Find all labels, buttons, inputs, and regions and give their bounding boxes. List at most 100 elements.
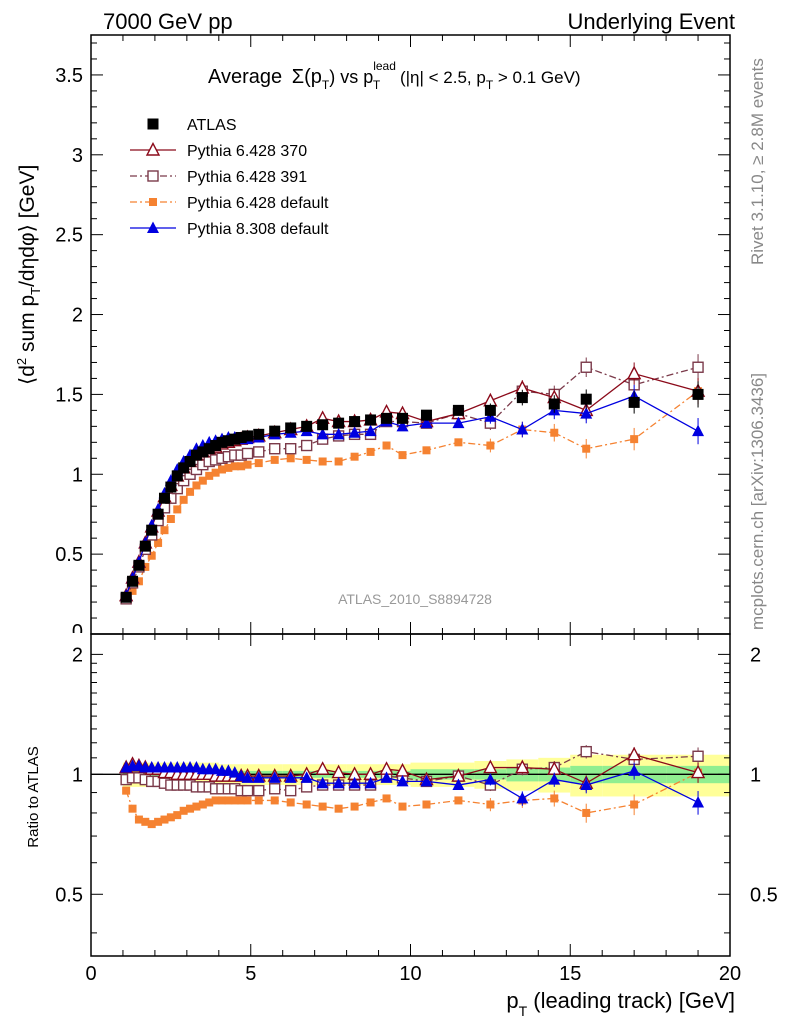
data-point [548, 398, 560, 410]
data-point [452, 404, 464, 416]
data-point [364, 424, 377, 437]
ratio-point [134, 815, 143, 824]
data-point [217, 465, 226, 474]
data-point [382, 441, 391, 450]
data-point [210, 440, 222, 452]
y-tick-label: 0.5 [55, 544, 83, 566]
ratio-plot-data [118, 745, 706, 829]
data-point [550, 428, 559, 437]
series-atlas [120, 381, 704, 603]
ratio-point [454, 796, 463, 805]
ratio-point [228, 766, 241, 778]
x-tick-label: 15 [559, 963, 581, 985]
data-point [628, 396, 640, 408]
data-point [580, 407, 593, 419]
main-plot-ticks [90, 35, 731, 635]
data-point [152, 508, 164, 520]
data-point [302, 455, 311, 464]
legend-marker [149, 198, 157, 206]
ratio-point [286, 798, 295, 807]
ratio-point [692, 795, 705, 808]
data-point [224, 463, 233, 472]
data-point [237, 462, 246, 471]
data-point [253, 428, 265, 440]
ratio-y-axis-label: Ratio to ATLAS [25, 746, 42, 847]
ratio-point [237, 796, 246, 805]
ratio-point [318, 802, 327, 811]
x-tick-label: 5 [245, 963, 256, 985]
legend-label: Pythia 8.308 default [187, 221, 329, 238]
data-point [190, 449, 202, 461]
ratio-point [348, 776, 361, 789]
data-point [318, 457, 327, 466]
data-point [254, 459, 263, 468]
data-point [147, 551, 156, 560]
ratio-point [550, 794, 559, 803]
main-plot-panel: 0.5 1 1.5 2 2.5 3 3.5 0 Average Σ(pT) vs plead T… [14, 34, 731, 643]
ratio-y-tick-label-right: 1 [750, 764, 761, 786]
ratio-point [186, 804, 195, 813]
ratio-point [192, 802, 201, 811]
legend-label: ATLAS [187, 117, 237, 134]
data-point [420, 409, 432, 421]
data-point [184, 455, 196, 467]
data-point [243, 460, 252, 469]
ratio-point [484, 773, 497, 785]
ratio-point [483, 759, 498, 774]
legend-marker [145, 141, 161, 156]
data-point [692, 388, 704, 400]
data-point [269, 443, 281, 455]
data-point [192, 481, 201, 490]
data-point [134, 577, 143, 586]
data-point [146, 524, 158, 536]
ratio-point [154, 817, 163, 826]
legend-label: Pythia 6.428 370 [187, 143, 307, 160]
data-point [334, 457, 343, 466]
ratio-point [122, 786, 131, 795]
data-point [120, 591, 132, 603]
ratio-point [173, 811, 182, 820]
data-point [300, 439, 313, 452]
data-point [127, 575, 139, 587]
data-point [235, 432, 247, 444]
data-point [285, 422, 297, 434]
ratio-point [270, 796, 279, 805]
rivet-label: Rivet 3.1.10, ≥ 2.8M events [748, 58, 767, 265]
legend: ATLAS Pythia 6.428 370 Pythia 6.428 391 Pyt… [130, 117, 329, 238]
series-pythia-6-428-370 [118, 362, 706, 602]
ratio-point [364, 776, 377, 789]
ratio-y-tick-label: 1 [72, 764, 83, 786]
ratio-plot-ticks [90, 634, 731, 956]
legend-label: Pythia 6.428 default [187, 195, 329, 212]
ratio-point [548, 773, 561, 785]
series-line [125, 372, 699, 596]
ratio-point [398, 802, 407, 811]
y-tick-label: 1 [72, 464, 83, 486]
data-point [580, 393, 592, 405]
data-point [332, 427, 345, 440]
ratio-point [241, 784, 254, 797]
ratio-point [422, 800, 431, 809]
data-point [160, 526, 169, 535]
ratio-point [198, 800, 207, 809]
ratio-y-tick-label: 2 [72, 644, 83, 666]
data-point [166, 514, 175, 523]
data-point [348, 426, 361, 438]
data-point [198, 476, 207, 485]
x-axis-label: pT (leading track) [GeV] [506, 988, 735, 1019]
data-point [242, 430, 254, 442]
plot-title: Average Σ(pT) vs plead T (|η| < 2.5, pT >… [208, 59, 581, 92]
data-point [580, 361, 592, 373]
y-axis-label: ⟨d2 sum pT/dηdφ⟩ [GeV] [14, 165, 43, 385]
ratio-point [147, 820, 156, 829]
data-point [626, 365, 642, 380]
data-point [128, 586, 137, 595]
data-point [253, 446, 265, 458]
ratio-point [160, 815, 169, 824]
main-plot-data [118, 354, 706, 605]
data-point [205, 471, 214, 480]
ratio-point [630, 800, 639, 809]
data-point [692, 424, 705, 437]
data-point [454, 438, 463, 447]
